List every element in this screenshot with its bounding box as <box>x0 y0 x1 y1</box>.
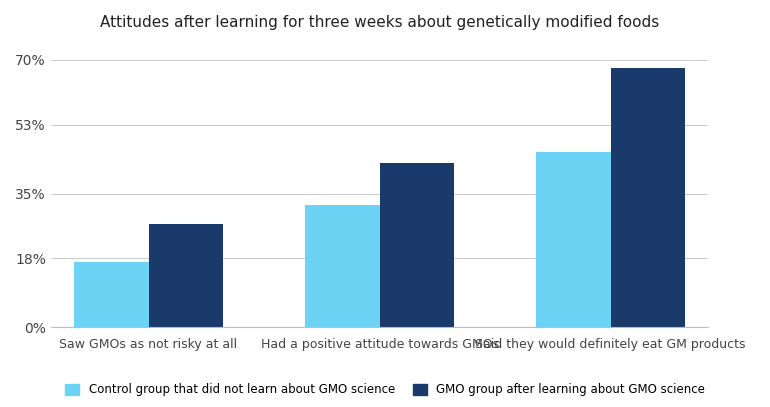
Title: Attitudes after learning for three weeks about genetically modified foods: Attitudes after learning for three weeks… <box>100 15 659 30</box>
Legend: Control group that did not learn about GMO science, GMO group after learning abo: Control group that did not learn about G… <box>60 379 710 401</box>
Bar <box>380 163 454 327</box>
Bar <box>149 224 223 327</box>
Bar <box>305 205 380 327</box>
Bar <box>74 262 149 327</box>
Bar <box>611 68 685 327</box>
Bar <box>536 151 611 327</box>
